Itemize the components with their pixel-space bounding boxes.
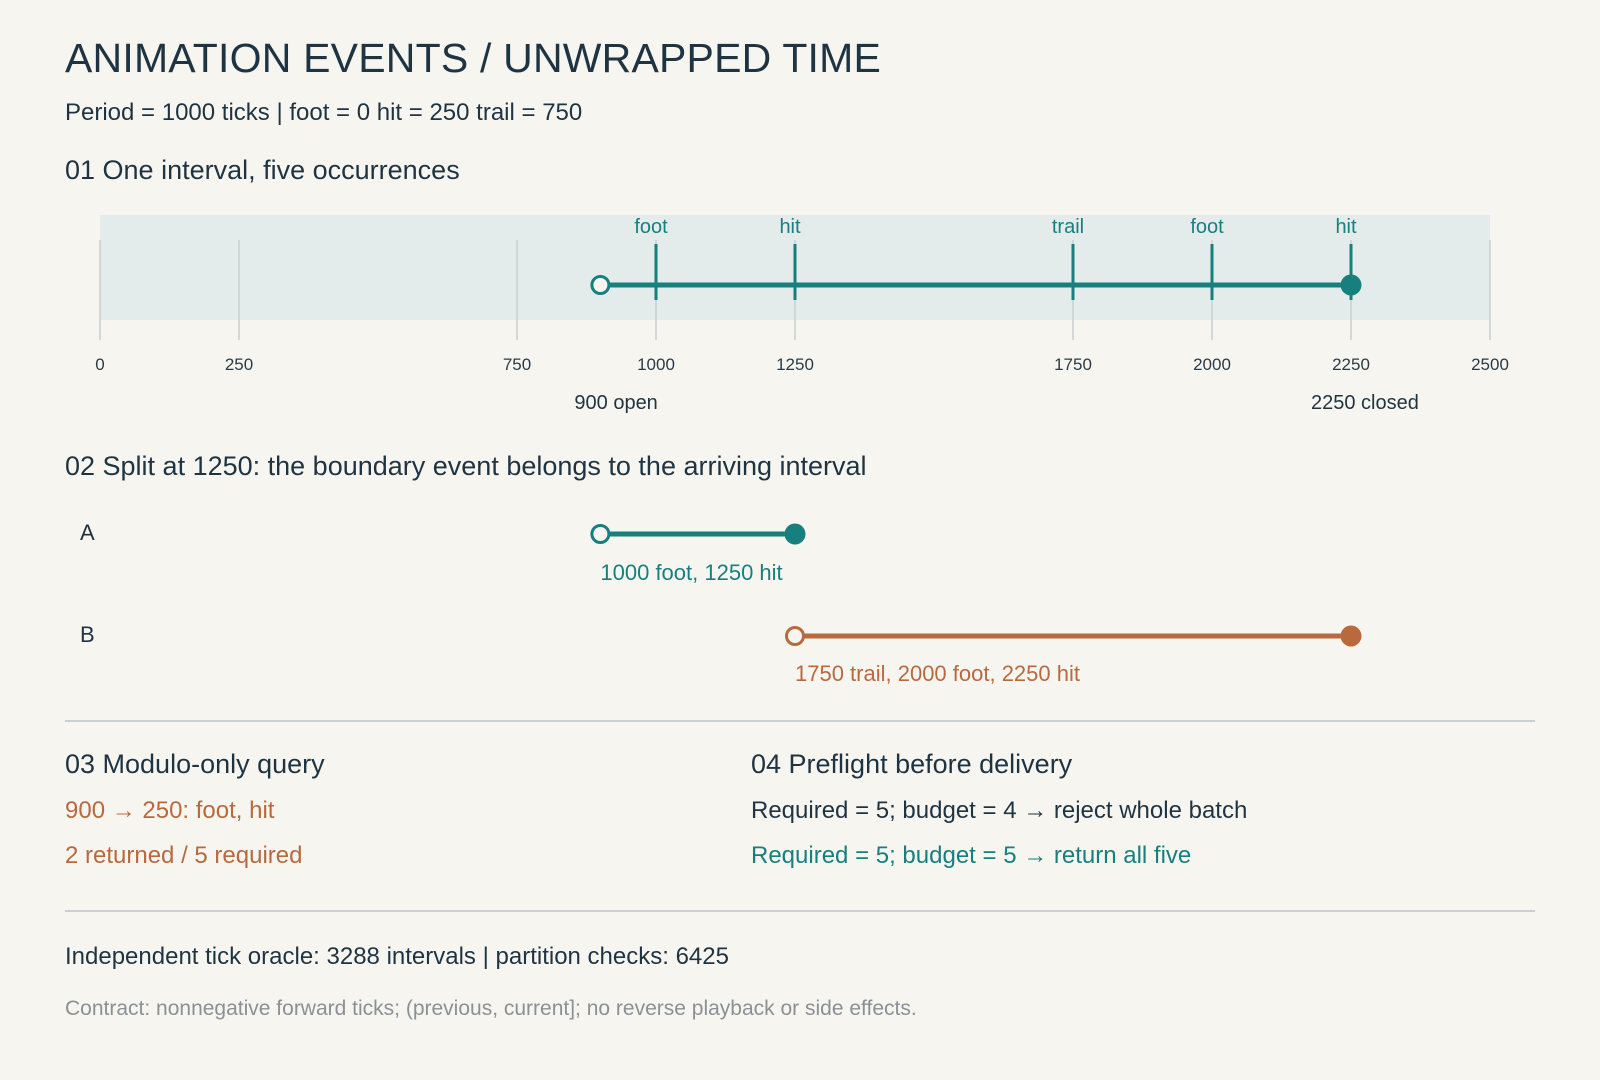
tick-label: 2000 [1193, 355, 1231, 374]
tick-label: 250 [225, 355, 253, 374]
tick-label: 1000 [637, 355, 675, 374]
event-label: trail [1052, 216, 1084, 238]
row-b-note: 1750 trail, 2000 foot, 2250 hit [795, 661, 1080, 686]
row-a-open-endpoint [590, 524, 611, 544]
page-title: ANIMATION EVENTS / UNWRAPPED TIME [65, 35, 882, 81]
preflight-reject-line: Required = 5; budget = 4 → reject whole … [751, 797, 1248, 824]
preflight-accept-line: Required = 5; budget = 5 → return all fi… [751, 842, 1192, 869]
tick-label: 2250 [1332, 355, 1370, 374]
event-label: hit [1335, 216, 1357, 238]
interval-closed-endpoint [1340, 274, 1362, 296]
page-subtitle: Period = 1000 ticks | foot = 0 hit = 250… [65, 99, 583, 126]
section-4-heading: 04 Preflight before delivery [751, 749, 1073, 779]
tick-label: 0 [95, 355, 104, 374]
section-2-heading: 02 Split at 1250: the boundary event bel… [65, 451, 867, 481]
tick-label: 750 [503, 355, 531, 374]
divider-top [65, 720, 1535, 722]
interval-start-note: 900 open [574, 392, 658, 414]
section-1-heading: 01 One interval, five occurrences [65, 155, 460, 185]
event-label: foot [634, 216, 668, 238]
row-b-closed-endpoint [1340, 625, 1362, 647]
row-b-open-endpoint [785, 626, 805, 646]
interval-end-note: 2250 closed [1311, 392, 1419, 414]
divider-bottom [65, 910, 1535, 912]
contract-note: Contract: nonnegative forward ticks; (pr… [65, 997, 917, 1020]
row-a-closed-endpoint [784, 523, 806, 545]
section-3-heading: 03 Modulo-only query [65, 749, 325, 779]
tick-label: 2500 [1471, 355, 1509, 374]
tick-label: 1250 [776, 355, 814, 374]
row-b-label: B [80, 622, 95, 647]
event-label: foot [1190, 216, 1224, 238]
interval-open-endpoint [590, 275, 611, 295]
oracle-summary: Independent tick oracle: 3288 intervals … [65, 943, 729, 970]
row-a-label: A [80, 520, 95, 545]
timeline-figure: 0 250 750 1000 1250 1750 2000 2250 2500 foot hit tr… [95, 215, 1509, 374]
event-label: hit [779, 216, 801, 238]
modulo-query-count: 2 returned / 5 required [65, 842, 303, 869]
row-a-note: 1000 foot, 1250 hit [600, 560, 783, 585]
modulo-query-result: 900 → 250: foot, hit [65, 797, 275, 824]
tick-label: 1750 [1054, 355, 1092, 374]
split-figure [590, 523, 1362, 647]
